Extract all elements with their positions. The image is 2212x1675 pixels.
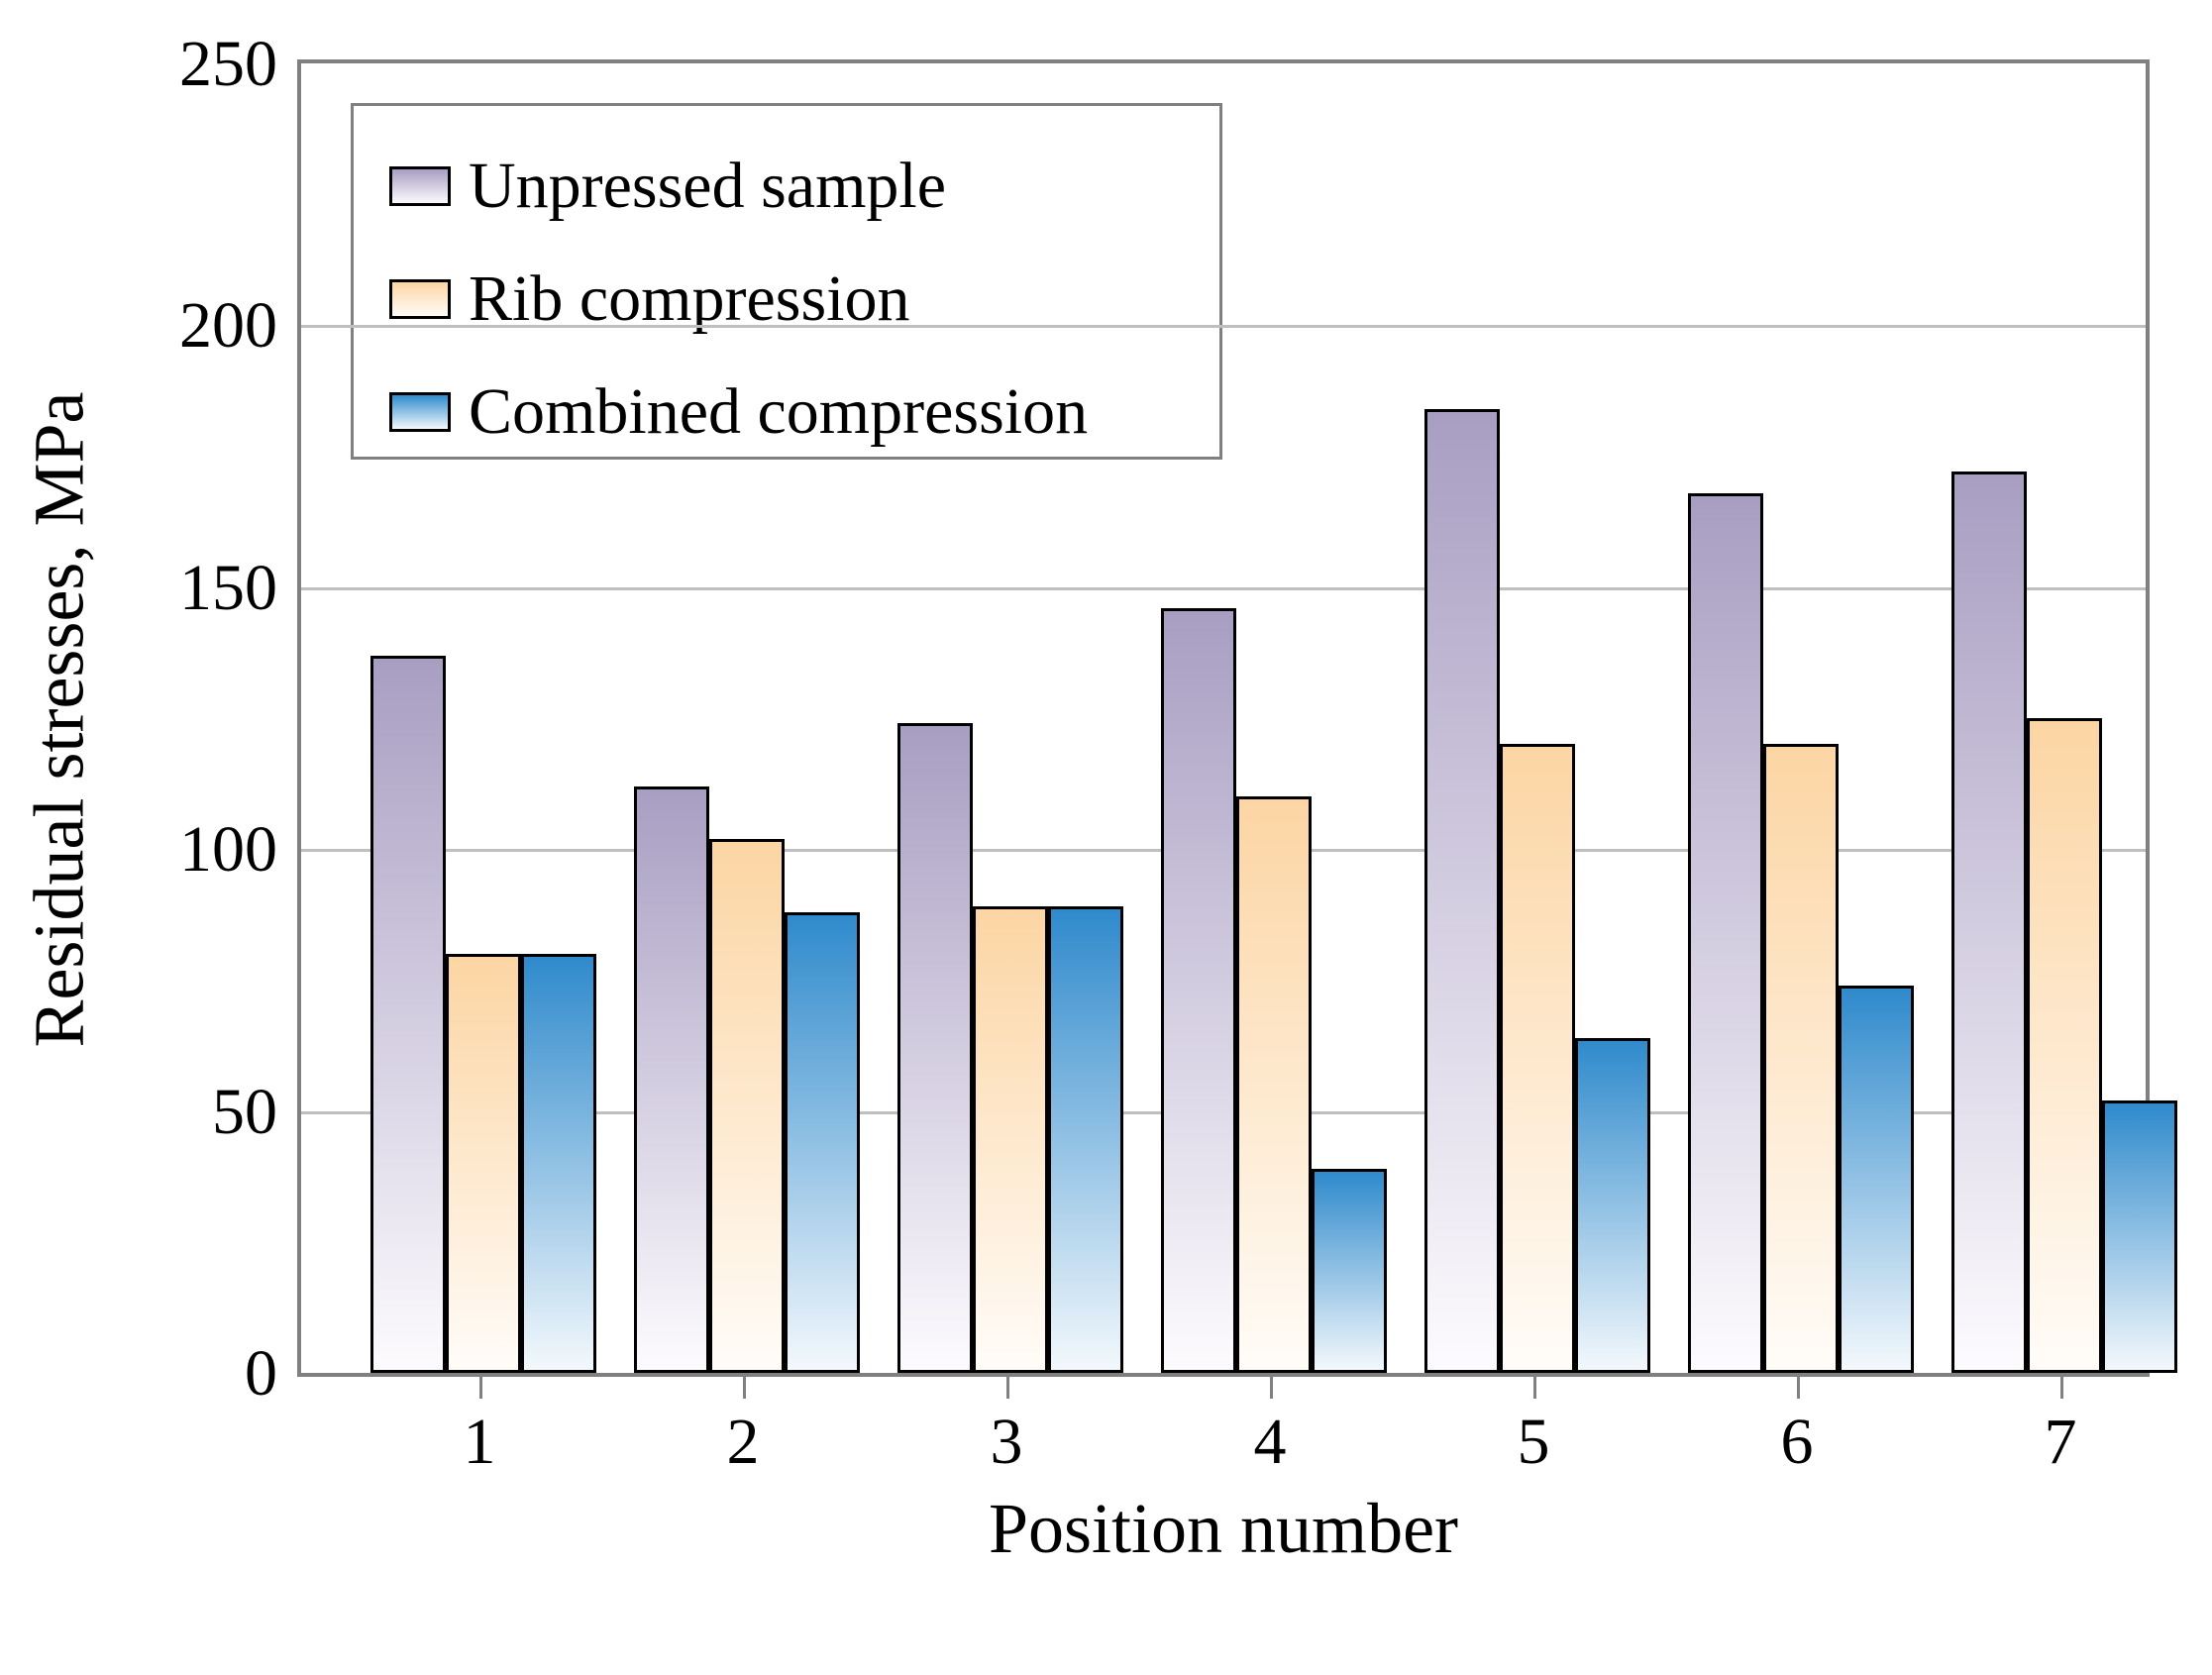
legend-swatch (389, 166, 451, 206)
bar (2102, 1100, 2177, 1373)
x-tick-label: 2 (684, 1405, 802, 1480)
plot-area: Unpressed sample Rib compression Combined … (297, 59, 2150, 1377)
x-tick-mark (1270, 1377, 1273, 1399)
bar (973, 906, 1048, 1373)
x-tick-mark (743, 1377, 746, 1399)
y-axis-label: Residual stresses, MPa (19, 61, 101, 1379)
legend-swatch (389, 392, 451, 432)
bar (1424, 409, 1500, 1373)
bar (1951, 471, 2027, 1373)
x-tick-mark (479, 1377, 482, 1399)
bar (1312, 1169, 1387, 1373)
bar (1839, 986, 1914, 1373)
x-axis-label: Position number (297, 1488, 2150, 1570)
bar (1048, 906, 1123, 1373)
legend-box: Unpressed sample Rib compression Combined … (351, 103, 1222, 460)
legend-label: Unpressed sample (469, 149, 946, 224)
bar (446, 954, 521, 1373)
x-tick-mark (2060, 1377, 2063, 1399)
legend-label: Combined compression (469, 374, 1088, 450)
legend-entry: Rib compression (389, 243, 909, 356)
legend-entry: Combined compression (389, 356, 1088, 469)
x-tick-label: 4 (1211, 1405, 1329, 1480)
bar (785, 912, 860, 1373)
bar (709, 839, 785, 1373)
gridline (301, 325, 2146, 328)
y-tick-label: 50 (139, 1075, 277, 1150)
x-tick-label: 7 (2001, 1405, 2120, 1480)
x-tick-label: 6 (1738, 1405, 1856, 1480)
y-tick-label: 100 (139, 812, 277, 888)
x-tick-mark (1533, 1377, 1536, 1399)
y-tick-label: 200 (139, 288, 277, 364)
gridline (301, 587, 2146, 590)
legend-entry: Unpressed sample (389, 130, 946, 243)
bar (1161, 608, 1236, 1373)
bar (521, 954, 596, 1373)
chart-stage: Residual stresses, MPa Position number U… (0, 0, 2212, 1675)
x-tick-label: 5 (1474, 1405, 1593, 1480)
bar (1688, 493, 1763, 1373)
x-tick-mark (1797, 1377, 1800, 1399)
y-tick-label: 150 (139, 551, 277, 626)
x-tick-label: 1 (420, 1405, 539, 1480)
bar (1500, 744, 1575, 1373)
y-tick-label: 250 (139, 27, 277, 102)
bar (1236, 796, 1312, 1373)
x-tick-label: 3 (947, 1405, 1066, 1480)
y-tick-label: 0 (139, 1336, 277, 1412)
bar (634, 786, 709, 1373)
x-tick-mark (1006, 1377, 1009, 1399)
legend-swatch (389, 279, 451, 319)
bar (2027, 718, 2102, 1373)
bar (897, 723, 973, 1373)
bar (1763, 744, 1839, 1373)
bar (370, 656, 446, 1373)
bar (1575, 1038, 1650, 1373)
